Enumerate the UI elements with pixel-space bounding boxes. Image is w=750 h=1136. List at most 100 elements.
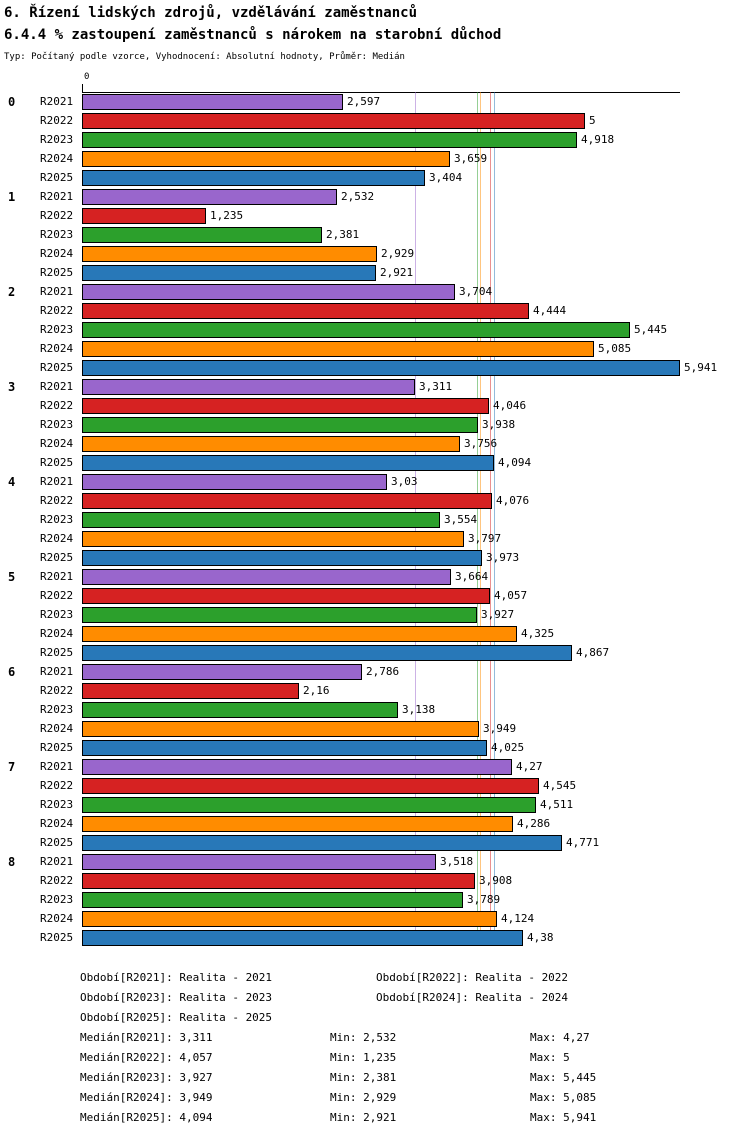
bar-value-label: 3,927 <box>481 608 515 621</box>
bar-value-label: 4,325 <box>521 627 555 640</box>
report-title: 6. Řízení lidských zdrojů, vzdělávání za… <box>4 5 418 21</box>
axis-origin-label: 0 <box>84 72 90 82</box>
bar-r2023 <box>82 417 478 433</box>
bar-r2025 <box>82 740 487 756</box>
series-label-r2023: R2023 <box>40 133 74 146</box>
bar-value-label: 2,532 <box>341 190 375 203</box>
bar-value-label: 5,941 <box>684 361 718 374</box>
series-label-r2025: R2025 <box>40 741 74 754</box>
bar-r2025 <box>82 550 482 566</box>
series-label-r2022: R2022 <box>40 779 74 792</box>
median-line-r2025 <box>494 92 496 946</box>
series-label-r2025: R2025 <box>40 361 74 374</box>
series-label-r2021: R2021 <box>40 855 74 868</box>
bar-r2024 <box>82 531 464 547</box>
bar-r2021 <box>82 854 436 870</box>
series-label-r2025: R2025 <box>40 836 74 849</box>
series-label-r2021: R2021 <box>40 760 74 773</box>
bar-r2023 <box>82 227 322 243</box>
bar-r2021 <box>82 379 415 395</box>
series-label-r2022: R2022 <box>40 399 74 412</box>
bar-r2023 <box>82 607 477 623</box>
series-label-r2023: R2023 <box>40 893 74 906</box>
stat-median-r2025: Medián[R2025]: 4,094 <box>80 1111 213 1124</box>
bar-r2024 <box>82 626 517 642</box>
bar-value-label: 4,124 <box>501 912 535 925</box>
group-label-1: 1 <box>8 190 16 204</box>
series-label-r2021: R2021 <box>40 380 74 393</box>
bar-r2021 <box>82 284 455 300</box>
bar-value-label: 5,445 <box>634 323 668 336</box>
series-label-r2023: R2023 <box>40 418 74 431</box>
bar-value-label: 2,16 <box>303 684 330 697</box>
series-label-r2024: R2024 <box>40 817 74 830</box>
series-label-r2023: R2023 <box>40 608 74 621</box>
group-label-4: 4 <box>8 475 16 489</box>
bar-value-label: 3,659 <box>454 152 488 165</box>
bar-r2022 <box>82 778 539 794</box>
bar-r2023 <box>82 702 398 718</box>
bar-r2021 <box>82 189 337 205</box>
bar-value-label: 4,025 <box>491 741 525 754</box>
report-meta: Typ: Počítaný podle vzorce, Vyhodnocení:… <box>4 52 405 62</box>
bar-value-label: 3,404 <box>429 171 463 184</box>
bar-r2025 <box>82 360 680 376</box>
series-label-r2025: R2025 <box>40 456 74 469</box>
series-label-r2021: R2021 <box>40 665 74 678</box>
bar-r2025 <box>82 930 523 946</box>
bar-value-label: 3,756 <box>464 437 498 450</box>
bar-r2024 <box>82 721 479 737</box>
group-label-0: 0 <box>8 95 16 109</box>
bar-value-label: 3,704 <box>459 285 493 298</box>
series-label-r2023: R2023 <box>40 323 74 336</box>
stat-max-r2025: Max: 5,941 <box>530 1111 597 1124</box>
bar-value-label: 3,518 <box>440 855 474 868</box>
group-label-5: 5 <box>8 570 16 584</box>
bar-r2021 <box>82 474 387 490</box>
series-label-r2021: R2021 <box>40 285 74 298</box>
bar-r2022 <box>82 493 492 509</box>
series-label-r2024: R2024 <box>40 912 74 925</box>
bar-value-label: 3,311 <box>419 380 453 393</box>
series-label-r2021: R2021 <box>40 95 74 108</box>
median-line-r2024 <box>479 92 481 946</box>
stat-median-r2021: Medián[R2021]: 3,311 <box>80 1031 213 1044</box>
bar-value-label: 3,973 <box>486 551 520 564</box>
bar-r2022 <box>82 113 585 129</box>
bar-r2024 <box>82 436 460 452</box>
series-label-r2022: R2022 <box>40 209 74 222</box>
bar-r2023 <box>82 512 440 528</box>
bar-value-label: 4,076 <box>496 494 530 507</box>
stat-median-r2024: Medián[R2024]: 3,949 <box>80 1091 213 1104</box>
bar-value-label: 3,797 <box>468 532 502 545</box>
series-label-r2023: R2023 <box>40 228 74 241</box>
bar-value-label: 4,545 <box>543 779 577 792</box>
median-line-r2023 <box>477 92 479 946</box>
series-label-r2021: R2021 <box>40 570 74 583</box>
bar-r2022 <box>82 208 206 224</box>
series-label-r2024: R2024 <box>40 627 74 640</box>
bar-r2024 <box>82 151 450 167</box>
series-label-r2022: R2022 <box>40 589 74 602</box>
legend-item-r2023: Období[R2023]: Realita - 2023 <box>80 991 273 1004</box>
bar-value-label: 2,381 <box>326 228 360 241</box>
bar-value-label: 4,094 <box>498 456 532 469</box>
stat-max-r2024: Max: 5,085 <box>530 1091 597 1104</box>
series-label-r2024: R2024 <box>40 437 74 450</box>
bar-value-label: 3,03 <box>391 475 418 488</box>
stat-median-r2022: Medián[R2022]: 4,057 <box>80 1051 213 1064</box>
bar-value-label: 4,27 <box>516 760 543 773</box>
bar-value-label: 5,085 <box>598 342 632 355</box>
bar-value-label: 3,664 <box>455 570 489 583</box>
series-label-r2021: R2021 <box>40 475 74 488</box>
bar-value-label: 3,949 <box>483 722 517 735</box>
bar-value-label: 4,511 <box>540 798 574 811</box>
bar-r2022 <box>82 873 475 889</box>
bar-value-label: 4,444 <box>533 304 567 317</box>
bar-value-label: 2,597 <box>347 95 381 108</box>
bar-value-label: 3,938 <box>482 418 516 431</box>
bar-value-label: 4,046 <box>493 399 527 412</box>
stat-median-r2023: Medián[R2023]: 3,927 <box>80 1071 213 1084</box>
stat-min-r2023: Min: 2,381 <box>330 1071 397 1084</box>
group-label-7: 7 <box>8 760 16 774</box>
